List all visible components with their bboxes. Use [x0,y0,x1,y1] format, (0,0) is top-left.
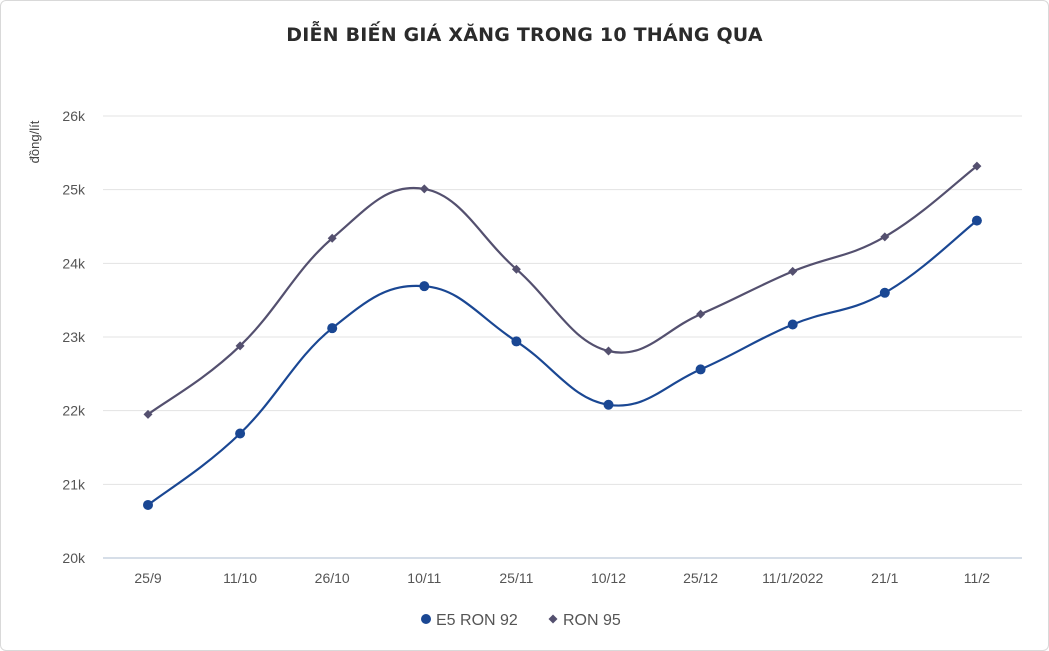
data-point[interactable] [143,499,153,510]
data-point[interactable] [604,346,613,356]
chart-title: DIỄN BIẾN GIÁ XĂNG TRONG 10 THÁNG QUA [286,24,763,46]
legend-diamond-marker[interactable] [548,614,558,624]
legend-circle-marker[interactable] [421,614,431,624]
data-point[interactable] [511,336,522,347]
x-tick-label: 25/11 [499,570,533,586]
legend-item[interactable]: RON 95 [548,612,621,629]
data-point[interactable] [787,319,798,330]
data-point[interactable] [235,428,246,439]
series-0 [143,215,982,510]
data-point[interactable] [419,184,429,194]
y-tick-label: 25k [62,182,86,198]
data-point[interactable] [235,341,245,351]
y-tick-label: 26k [62,108,86,124]
data-point[interactable] [696,309,706,319]
y-tick-label: 24k [62,255,86,271]
data-point[interactable] [971,215,982,226]
x-tick-label: 11/1/2022 [762,570,823,586]
x-tick-label: 11/10 [223,570,257,586]
y-tick-label: 21k [62,476,86,492]
gridlines [103,115,1022,485]
x-tick-label: 25/9 [134,570,161,586]
data-point[interactable] [327,233,337,243]
x-tick-label: 26/10 [315,570,350,586]
data-point[interactable] [972,161,982,171]
series-line [147,219,978,506]
data-point[interactable] [143,409,153,419]
legend-label: E5 RON 92 [436,612,518,629]
x-tick-label: 10/11 [407,570,441,586]
series-1 [143,161,982,419]
legend-item[interactable]: E5 RON 92 [421,612,518,629]
x-tick-label: 11/2 [964,570,990,586]
y-tick-label: 23k [62,329,86,345]
y-tick-label: 20k [62,550,86,566]
series [143,161,982,510]
legend: E5 RON 92 RON 95 [421,612,621,629]
data-point[interactable] [603,399,614,410]
data-point[interactable] [695,364,706,375]
data-point[interactable] [880,232,890,242]
x-tick-label: 10/12 [591,570,626,586]
axes: 20k 21k 22k 23k 24k 25k 26k 25/9 11/10 26/10 10/11… [27,108,1022,586]
data-point[interactable] [327,323,338,334]
series-line [147,165,978,416]
data-point[interactable] [879,287,890,298]
x-tick-label: 25/12 [683,570,718,586]
legend-label: RON 95 [563,612,621,629]
x-tick-label: 21/1 [871,570,898,586]
y-tick-label: 22k [62,403,86,419]
data-point[interactable] [419,281,430,292]
y-axis-label: đồng/lít [27,120,42,163]
data-point[interactable] [511,264,521,274]
data-point[interactable] [788,266,798,276]
